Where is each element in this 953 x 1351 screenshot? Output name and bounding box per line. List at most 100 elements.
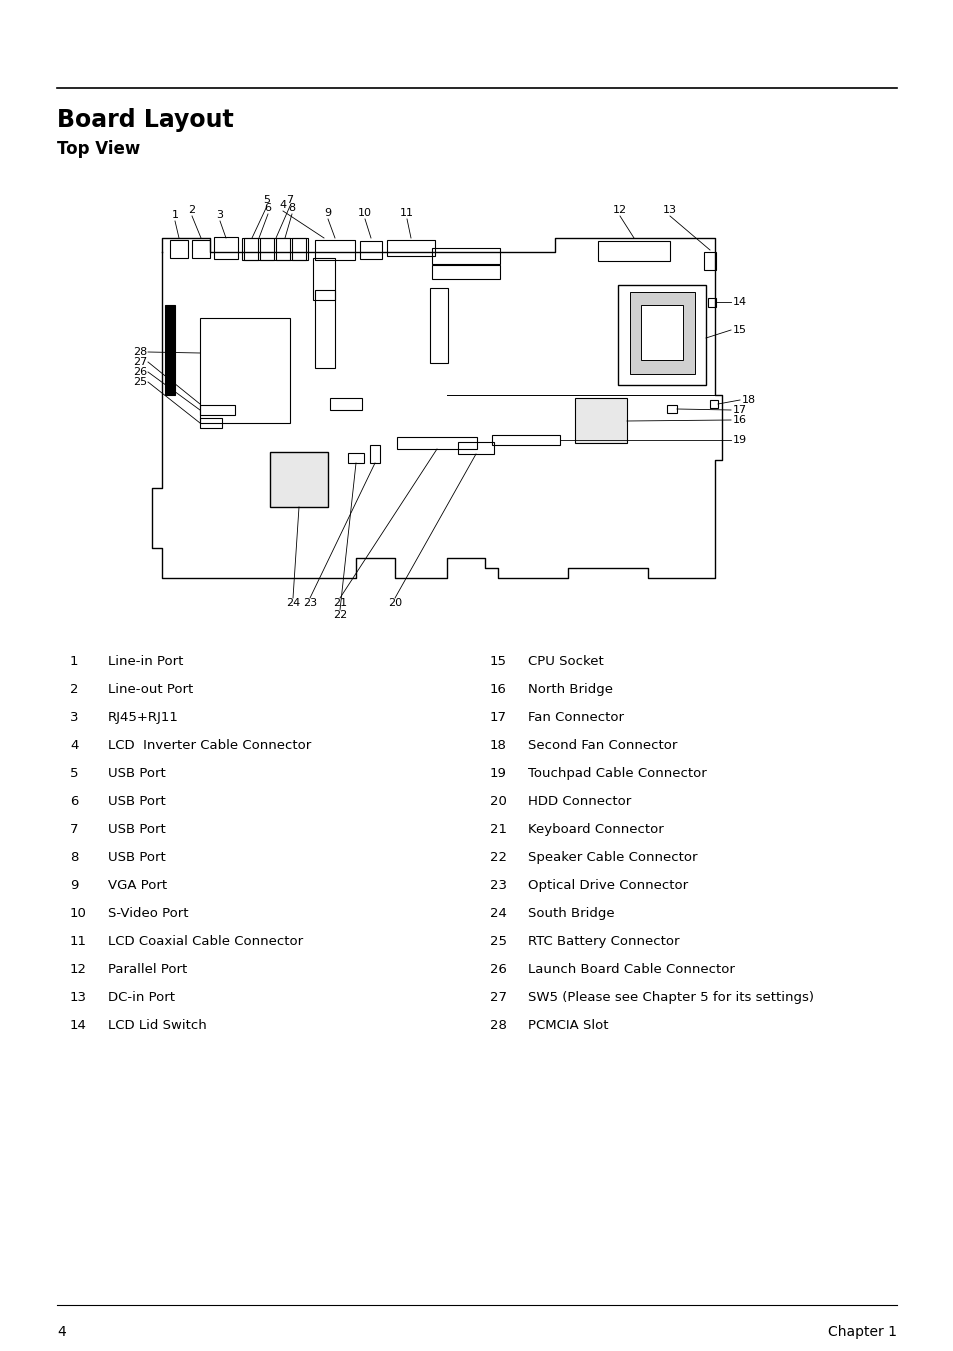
- Text: USB Port: USB Port: [108, 794, 166, 808]
- Text: 20: 20: [388, 598, 401, 608]
- Text: 28: 28: [132, 347, 147, 357]
- Text: 11: 11: [399, 208, 414, 218]
- Bar: [457, 442, 494, 454]
- Text: 6: 6: [264, 203, 272, 213]
- Text: 6: 6: [70, 794, 78, 808]
- Text: 17: 17: [732, 405, 746, 415]
- Text: 8: 8: [70, 851, 78, 865]
- Text: CPU Socket: CPU Socket: [527, 655, 603, 667]
- Text: PCMCIA Slot: PCMCIA Slot: [527, 1019, 608, 1032]
- Text: 20: 20: [490, 794, 506, 808]
- Bar: [432, 249, 499, 263]
- Bar: [330, 399, 361, 409]
- Bar: [575, 399, 626, 443]
- Text: Chapter 1: Chapter 1: [827, 1325, 896, 1339]
- Text: 16: 16: [732, 415, 746, 426]
- Text: Second Fan Connector: Second Fan Connector: [527, 739, 677, 753]
- Text: 21: 21: [333, 598, 347, 608]
- Text: 5: 5: [263, 195, 271, 205]
- Text: 14: 14: [70, 1019, 87, 1032]
- Bar: [598, 240, 669, 261]
- Text: 11: 11: [70, 935, 87, 948]
- Text: 18: 18: [490, 739, 506, 753]
- Text: Board Layout: Board Layout: [57, 108, 233, 132]
- Bar: [348, 453, 364, 463]
- Text: 4: 4: [70, 739, 78, 753]
- Text: 21: 21: [490, 823, 506, 836]
- Text: 18: 18: [741, 394, 756, 405]
- Text: 28: 28: [490, 1019, 506, 1032]
- Text: 12: 12: [70, 963, 87, 975]
- Text: Touchpad Cable Connector: Touchpad Cable Connector: [527, 767, 706, 780]
- Text: Fan Connector: Fan Connector: [527, 711, 623, 724]
- Text: USB Port: USB Port: [108, 767, 166, 780]
- Text: 10: 10: [70, 907, 87, 920]
- Text: 3: 3: [216, 209, 223, 220]
- Text: 4: 4: [57, 1325, 66, 1339]
- Text: 14: 14: [732, 297, 746, 307]
- Bar: [396, 436, 476, 449]
- Text: 23: 23: [490, 880, 506, 892]
- Text: HDD Connector: HDD Connector: [527, 794, 631, 808]
- Text: Speaker Cable Connector: Speaker Cable Connector: [527, 851, 697, 865]
- Bar: [275, 238, 290, 259]
- Bar: [244, 238, 257, 259]
- Text: 10: 10: [357, 208, 372, 218]
- Bar: [370, 444, 379, 463]
- Text: Keyboard Connector: Keyboard Connector: [527, 823, 663, 836]
- Text: 2: 2: [189, 205, 195, 215]
- Text: 22: 22: [333, 611, 347, 620]
- Text: 19: 19: [732, 435, 746, 444]
- Text: S-Video Port: S-Video Port: [108, 907, 189, 920]
- Text: 13: 13: [662, 205, 677, 215]
- Bar: [492, 435, 559, 444]
- Text: 24: 24: [286, 598, 300, 608]
- Text: 26: 26: [132, 367, 147, 377]
- Text: 27: 27: [490, 992, 506, 1004]
- Bar: [432, 265, 499, 280]
- Text: LCD  Inverter Cable Connector: LCD Inverter Cable Connector: [108, 739, 311, 753]
- Bar: [629, 292, 695, 374]
- Bar: [260, 238, 274, 259]
- Bar: [703, 253, 716, 270]
- Text: South Bridge: South Bridge: [527, 907, 614, 920]
- Text: 17: 17: [490, 711, 506, 724]
- Text: VGA Port: VGA Port: [108, 880, 167, 892]
- Bar: [170, 240, 188, 258]
- Text: USB Port: USB Port: [108, 851, 166, 865]
- Text: 19: 19: [490, 767, 506, 780]
- Bar: [640, 305, 682, 359]
- Bar: [270, 453, 328, 507]
- Text: 5: 5: [70, 767, 78, 780]
- Text: RTC Battery Connector: RTC Battery Connector: [527, 935, 679, 948]
- Bar: [242, 238, 308, 259]
- Text: Line-in Port: Line-in Port: [108, 655, 183, 667]
- Text: 16: 16: [490, 684, 506, 696]
- Text: Top View: Top View: [57, 141, 140, 158]
- Bar: [165, 305, 174, 394]
- Text: 9: 9: [324, 208, 332, 218]
- Bar: [200, 405, 234, 415]
- Bar: [200, 417, 222, 428]
- Bar: [359, 240, 381, 259]
- Text: 8: 8: [288, 203, 295, 213]
- Text: LCD Coaxial Cable Connector: LCD Coaxial Cable Connector: [108, 935, 303, 948]
- Text: 25: 25: [490, 935, 506, 948]
- Text: 22: 22: [490, 851, 506, 865]
- Text: 1: 1: [172, 209, 178, 220]
- Text: Optical Drive Connector: Optical Drive Connector: [527, 880, 687, 892]
- Text: 15: 15: [490, 655, 506, 667]
- Text: SW5 (Please see Chapter 5 for its settings): SW5 (Please see Chapter 5 for its settin…: [527, 992, 813, 1004]
- Bar: [430, 288, 448, 363]
- Bar: [200, 317, 290, 423]
- Bar: [192, 240, 210, 258]
- Text: North Bridge: North Bridge: [527, 684, 613, 696]
- Text: LCD Lid Switch: LCD Lid Switch: [108, 1019, 207, 1032]
- Text: 1: 1: [70, 655, 78, 667]
- Bar: [292, 238, 306, 259]
- Text: 12: 12: [612, 205, 626, 215]
- Bar: [618, 285, 705, 385]
- Text: 25: 25: [132, 377, 147, 386]
- Text: 23: 23: [303, 598, 316, 608]
- Text: 26: 26: [490, 963, 506, 975]
